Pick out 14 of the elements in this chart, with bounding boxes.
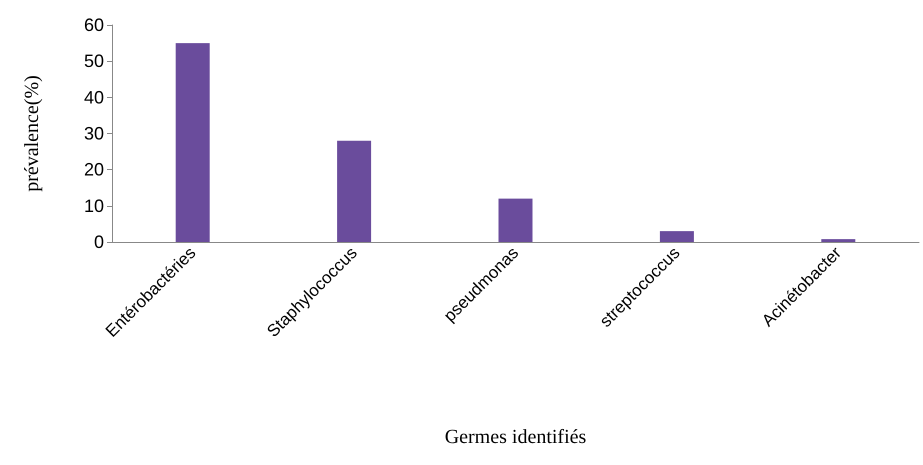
x-axis-title: Germes identifiés [444,426,587,448]
bar [176,43,210,242]
bar [337,140,372,242]
y-axis-title: prévalence(%) [21,75,43,192]
bar [821,239,856,242]
y-tick-label: 10 [84,196,104,216]
y-tick-label: 0 [94,232,104,252]
bar [660,231,694,242]
bar [498,198,532,242]
y-tick-label: 60 [84,15,104,35]
y-tick-label: 30 [84,124,104,144]
y-tick-label: 20 [84,160,104,180]
y-tick-label: 50 [84,51,104,72]
y-tick-label: 40 [84,87,104,108]
